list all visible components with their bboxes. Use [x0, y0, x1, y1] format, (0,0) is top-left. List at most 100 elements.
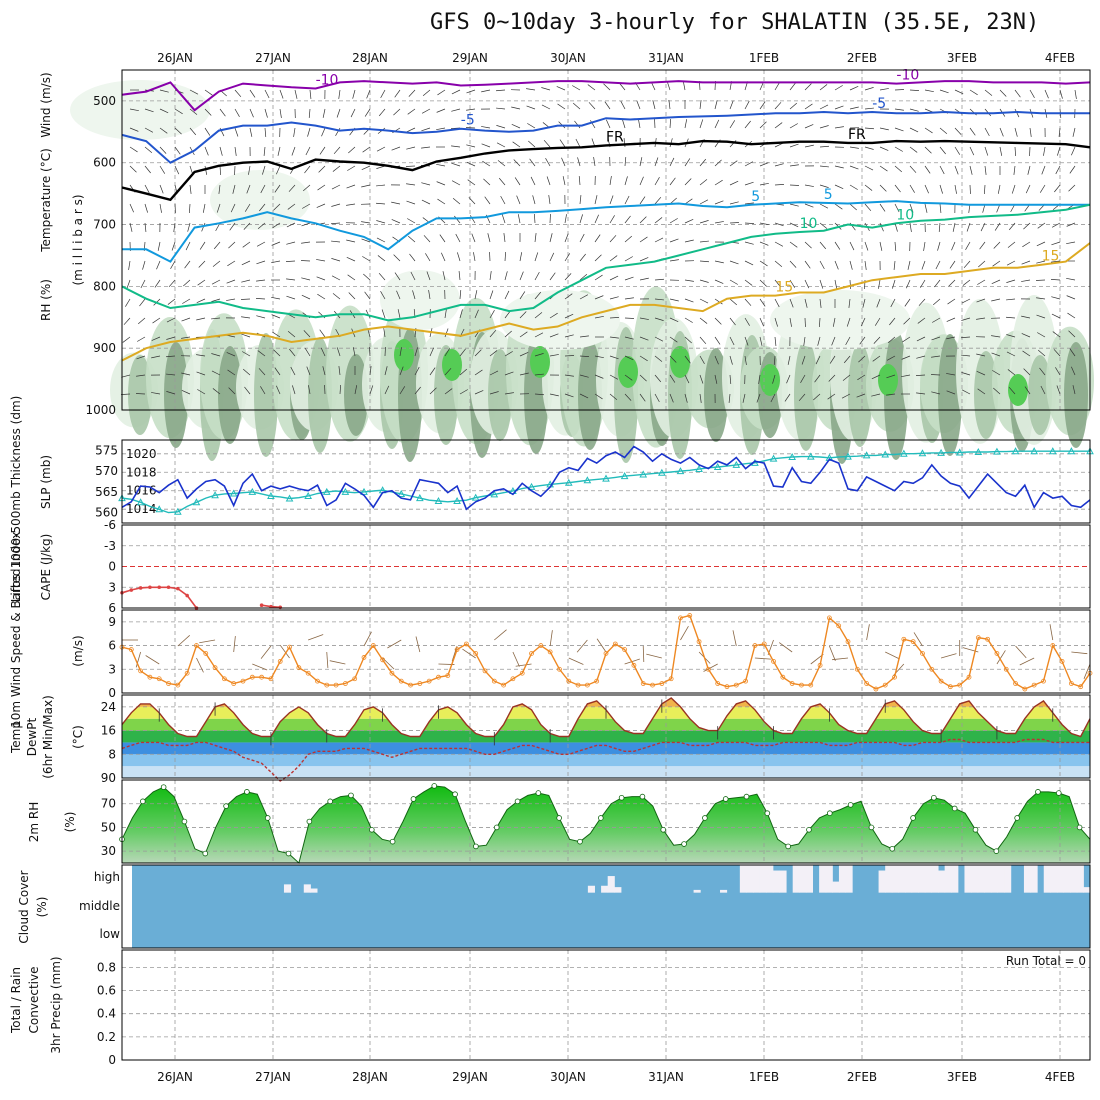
upper-barb	[654, 157, 659, 167]
rh-point	[764, 810, 771, 816]
upper-barb	[684, 317, 693, 323]
upper-barb	[744, 241, 754, 245]
rh-ytick-70: 70	[101, 797, 116, 811]
upper-barb	[407, 235, 416, 243]
upper-barb	[264, 127, 267, 137]
upper-barb	[496, 142, 506, 148]
cloud-high-bar	[772, 870, 780, 893]
upper-barb	[489, 391, 499, 395]
li-point	[278, 605, 283, 610]
upper-barb	[307, 127, 311, 137]
isotherm-label2-15: 15	[775, 280, 793, 296]
upper-barb	[211, 279, 221, 285]
upper-barb	[669, 218, 678, 224]
top-date-27JAN: 27JAN	[255, 51, 291, 65]
upper-barb	[123, 317, 131, 325]
upper-barb	[406, 183, 416, 186]
upper-barb	[789, 203, 799, 207]
cloud-high-bar	[997, 865, 1005, 893]
upper-barb	[376, 220, 386, 224]
upper-barb	[406, 200, 416, 205]
upper-barb	[321, 127, 326, 137]
dewpt-line	[121, 738, 1090, 782]
temp-ytick-1: 8	[108, 747, 116, 761]
upper-barb	[394, 89, 401, 98]
li-ytick--3: -3	[104, 539, 116, 553]
upper-barb	[1014, 127, 1018, 137]
rh-point	[140, 798, 146, 805]
upper-barb	[391, 219, 401, 224]
upper-barb	[204, 127, 211, 136]
upper-barb	[609, 296, 619, 300]
upper-barb	[166, 355, 176, 358]
upper-barb	[276, 165, 281, 175]
upper-barb	[260, 184, 266, 194]
rh-moist-6	[878, 364, 898, 396]
upper-barb	[892, 279, 896, 289]
upper-barb	[804, 203, 814, 208]
upper-barb	[129, 222, 133, 232]
cloud-high-bar	[310, 888, 318, 893]
upper-barb	[159, 184, 164, 194]
upper-barb	[1053, 349, 1061, 357]
upper-barb	[451, 108, 461, 112]
upper-barb	[829, 355, 836, 364]
cloud-level-high: high	[94, 870, 120, 884]
upper-barb	[529, 158, 536, 167]
upper-barb	[256, 279, 266, 282]
upper-barb	[770, 393, 776, 403]
upper-barb	[1039, 184, 1046, 193]
upper-barb	[519, 271, 524, 281]
upper-barb	[442, 271, 446, 281]
thickness-point	[471, 493, 480, 501]
upper-barb	[377, 255, 386, 262]
wind-speed-point	[854, 666, 860, 672]
cloud-high-bar	[1070, 865, 1078, 893]
wind-ytick-6: 6	[108, 639, 116, 653]
upper-barb	[759, 182, 769, 186]
upper-barb	[1014, 146, 1016, 157]
wind-barb	[252, 663, 268, 671]
wind-barb	[778, 642, 793, 653]
upper-barb	[931, 391, 941, 395]
upper-barb	[946, 336, 956, 340]
thk-ytick-565: 565	[95, 485, 118, 499]
wind-speed-point	[789, 681, 795, 686]
upper-barb	[391, 146, 401, 151]
upper-barb	[564, 293, 573, 300]
upper-barb	[399, 386, 406, 395]
upper-barb	[136, 355, 146, 360]
thickness-point	[416, 494, 424, 502]
top-date-2FEB: 2FEB	[847, 51, 877, 65]
wind-speed-point	[678, 615, 683, 621]
upper-barb	[849, 146, 859, 149]
upper-barb	[699, 220, 709, 224]
rh-point	[306, 818, 313, 825]
upper-barb	[729, 100, 734, 110]
wind-speed-point	[194, 643, 199, 648]
temp-ytick-0: 90	[101, 771, 116, 785]
wind-speed-point	[1059, 658, 1065, 664]
upper-barb	[273, 349, 281, 357]
upper-barb	[527, 123, 536, 129]
upper-barb	[579, 195, 582, 205]
rh-point	[785, 843, 791, 850]
upper-barb	[654, 336, 664, 342]
top-date-29JAN: 29JAN	[452, 51, 488, 65]
upper-barb	[429, 387, 437, 395]
temp-band-2	[122, 742, 1090, 755]
wind-frame	[121, 609, 1091, 694]
upper-barb	[234, 127, 239, 137]
upper-barb	[316, 203, 326, 208]
cloud-high-bar	[1030, 865, 1038, 893]
upper-barb	[564, 374, 574, 377]
upper-barb	[654, 217, 663, 224]
cloud-high-bar	[898, 865, 906, 893]
upper-barb	[421, 108, 431, 114]
upper-barb	[827, 393, 836, 400]
upper-barb	[834, 203, 843, 210]
upper-barb	[264, 89, 270, 99]
slp-ylabel: SLP (mb)	[39, 455, 53, 509]
wind-speed-point	[240, 678, 246, 684]
